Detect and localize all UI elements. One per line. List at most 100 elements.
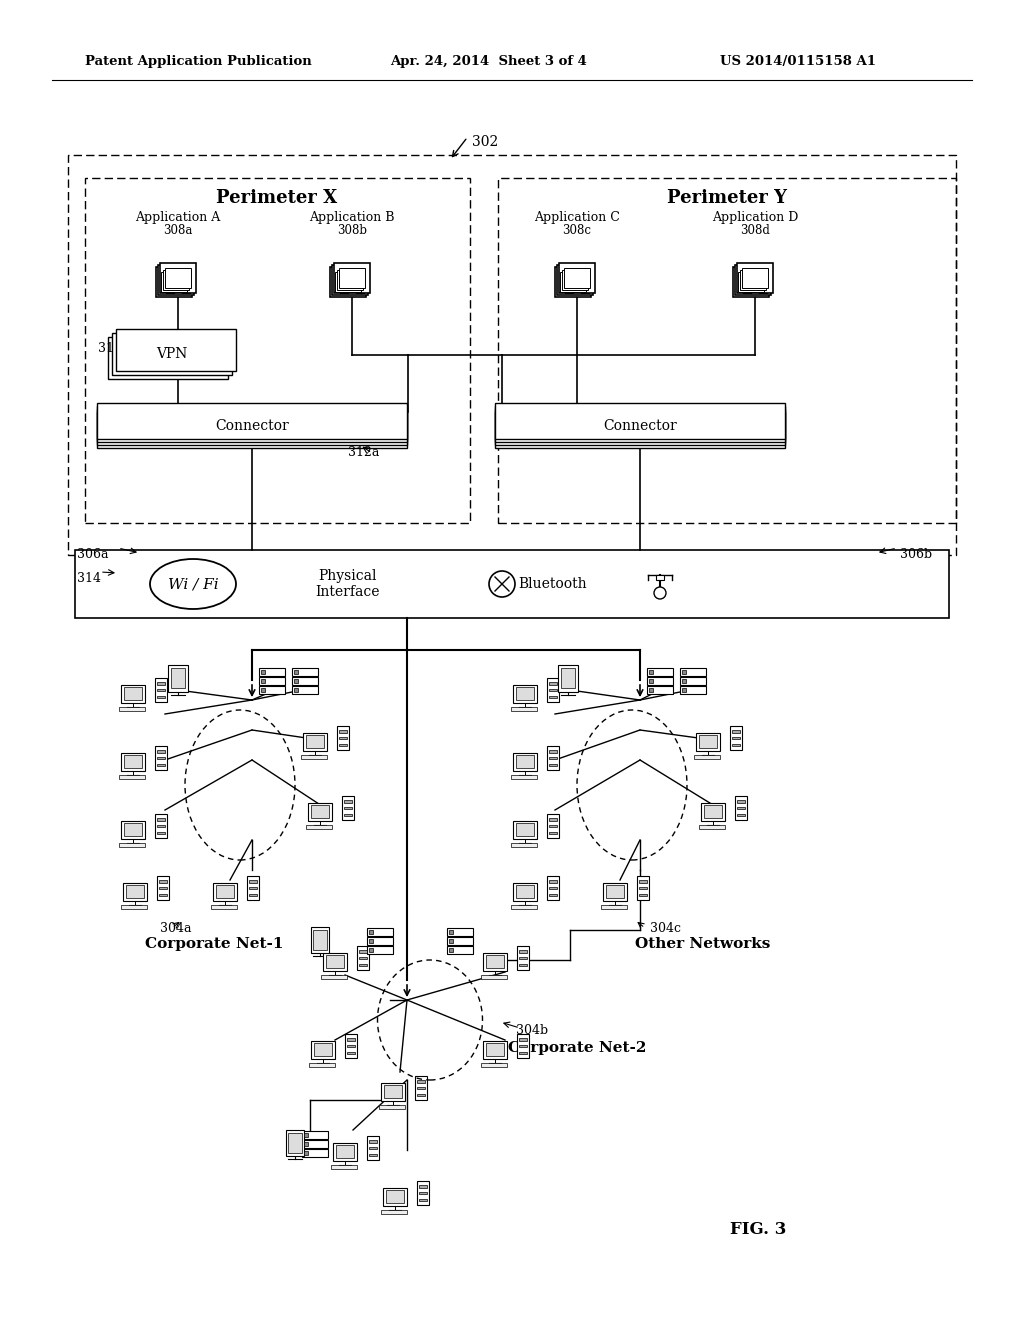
- Bar: [121, 685, 144, 704]
- Bar: [495, 403, 785, 440]
- Bar: [498, 178, 956, 523]
- Bar: [249, 894, 257, 896]
- Bar: [369, 1147, 377, 1150]
- Bar: [157, 696, 165, 698]
- Bar: [358, 964, 367, 966]
- Bar: [555, 267, 591, 297]
- Bar: [157, 750, 165, 752]
- Bar: [417, 1086, 425, 1089]
- Bar: [293, 668, 317, 676]
- Bar: [495, 407, 785, 442]
- Bar: [513, 821, 537, 840]
- Bar: [163, 271, 189, 290]
- Bar: [742, 268, 768, 288]
- Bar: [383, 1188, 407, 1206]
- Bar: [698, 735, 717, 748]
- Bar: [601, 906, 628, 909]
- Bar: [518, 1044, 527, 1047]
- Bar: [562, 271, 588, 290]
- Bar: [516, 886, 534, 899]
- Bar: [513, 883, 537, 902]
- Text: Application B: Application B: [309, 210, 394, 223]
- Bar: [369, 1140, 377, 1143]
- Text: Wi / Fi: Wi / Fi: [168, 577, 218, 591]
- Bar: [346, 1044, 355, 1047]
- Bar: [481, 1064, 507, 1067]
- Bar: [559, 263, 595, 293]
- Bar: [310, 805, 329, 818]
- Bar: [261, 678, 265, 682]
- Bar: [495, 412, 785, 447]
- Text: 312a: 312a: [348, 446, 379, 459]
- Bar: [547, 746, 559, 770]
- Bar: [159, 880, 167, 883]
- Bar: [649, 688, 653, 692]
- Bar: [518, 1038, 527, 1040]
- Bar: [326, 956, 344, 969]
- Bar: [337, 726, 349, 750]
- Text: 302: 302: [472, 135, 499, 149]
- Bar: [370, 939, 373, 942]
- Text: Physical
Interface: Physical Interface: [315, 569, 380, 599]
- Bar: [682, 671, 686, 673]
- Bar: [157, 875, 169, 899]
- Bar: [495, 409, 785, 445]
- Bar: [417, 1080, 425, 1082]
- Bar: [735, 265, 771, 294]
- Bar: [516, 824, 534, 837]
- Bar: [447, 946, 473, 953]
- Bar: [736, 807, 745, 809]
- Text: 304c: 304c: [650, 921, 681, 935]
- Circle shape: [489, 572, 515, 597]
- Bar: [249, 880, 257, 883]
- Text: US 2014/0115158 A1: US 2014/0115158 A1: [720, 55, 876, 69]
- Bar: [695, 733, 720, 751]
- Bar: [379, 1105, 406, 1109]
- Text: 310: 310: [98, 342, 122, 355]
- Bar: [482, 953, 507, 972]
- Bar: [381, 1210, 408, 1214]
- Bar: [549, 832, 557, 834]
- Bar: [368, 946, 392, 953]
- Bar: [735, 796, 746, 820]
- Bar: [557, 265, 593, 294]
- Bar: [736, 813, 745, 816]
- Bar: [730, 726, 741, 750]
- Bar: [97, 403, 407, 440]
- Text: Corporate Net-1: Corporate Net-1: [145, 937, 284, 950]
- Bar: [121, 906, 147, 909]
- Bar: [68, 154, 956, 554]
- Bar: [731, 730, 740, 733]
- Bar: [738, 272, 764, 292]
- Bar: [518, 1052, 527, 1055]
- Text: 314: 314: [77, 572, 101, 585]
- Text: 308c: 308c: [562, 223, 592, 236]
- Bar: [549, 763, 557, 766]
- Bar: [482, 1040, 507, 1059]
- Bar: [513, 685, 537, 704]
- Bar: [97, 409, 407, 445]
- Bar: [736, 800, 745, 803]
- Bar: [333, 1143, 356, 1162]
- Bar: [288, 1134, 302, 1152]
- Bar: [308, 803, 332, 821]
- Bar: [306, 735, 324, 748]
- Bar: [313, 1043, 332, 1056]
- Bar: [160, 263, 196, 293]
- Text: 304b: 304b: [516, 1023, 548, 1036]
- Bar: [301, 755, 328, 759]
- Bar: [116, 329, 236, 371]
- Bar: [339, 737, 347, 739]
- Bar: [417, 1093, 425, 1096]
- Bar: [336, 1146, 353, 1159]
- Bar: [516, 688, 534, 701]
- Bar: [343, 807, 352, 809]
- Bar: [368, 937, 392, 945]
- Bar: [649, 671, 653, 673]
- Bar: [386, 1191, 403, 1204]
- Text: 308b: 308b: [337, 223, 367, 236]
- Bar: [161, 272, 187, 292]
- Bar: [155, 746, 167, 770]
- Bar: [294, 671, 298, 673]
- Ellipse shape: [150, 558, 236, 609]
